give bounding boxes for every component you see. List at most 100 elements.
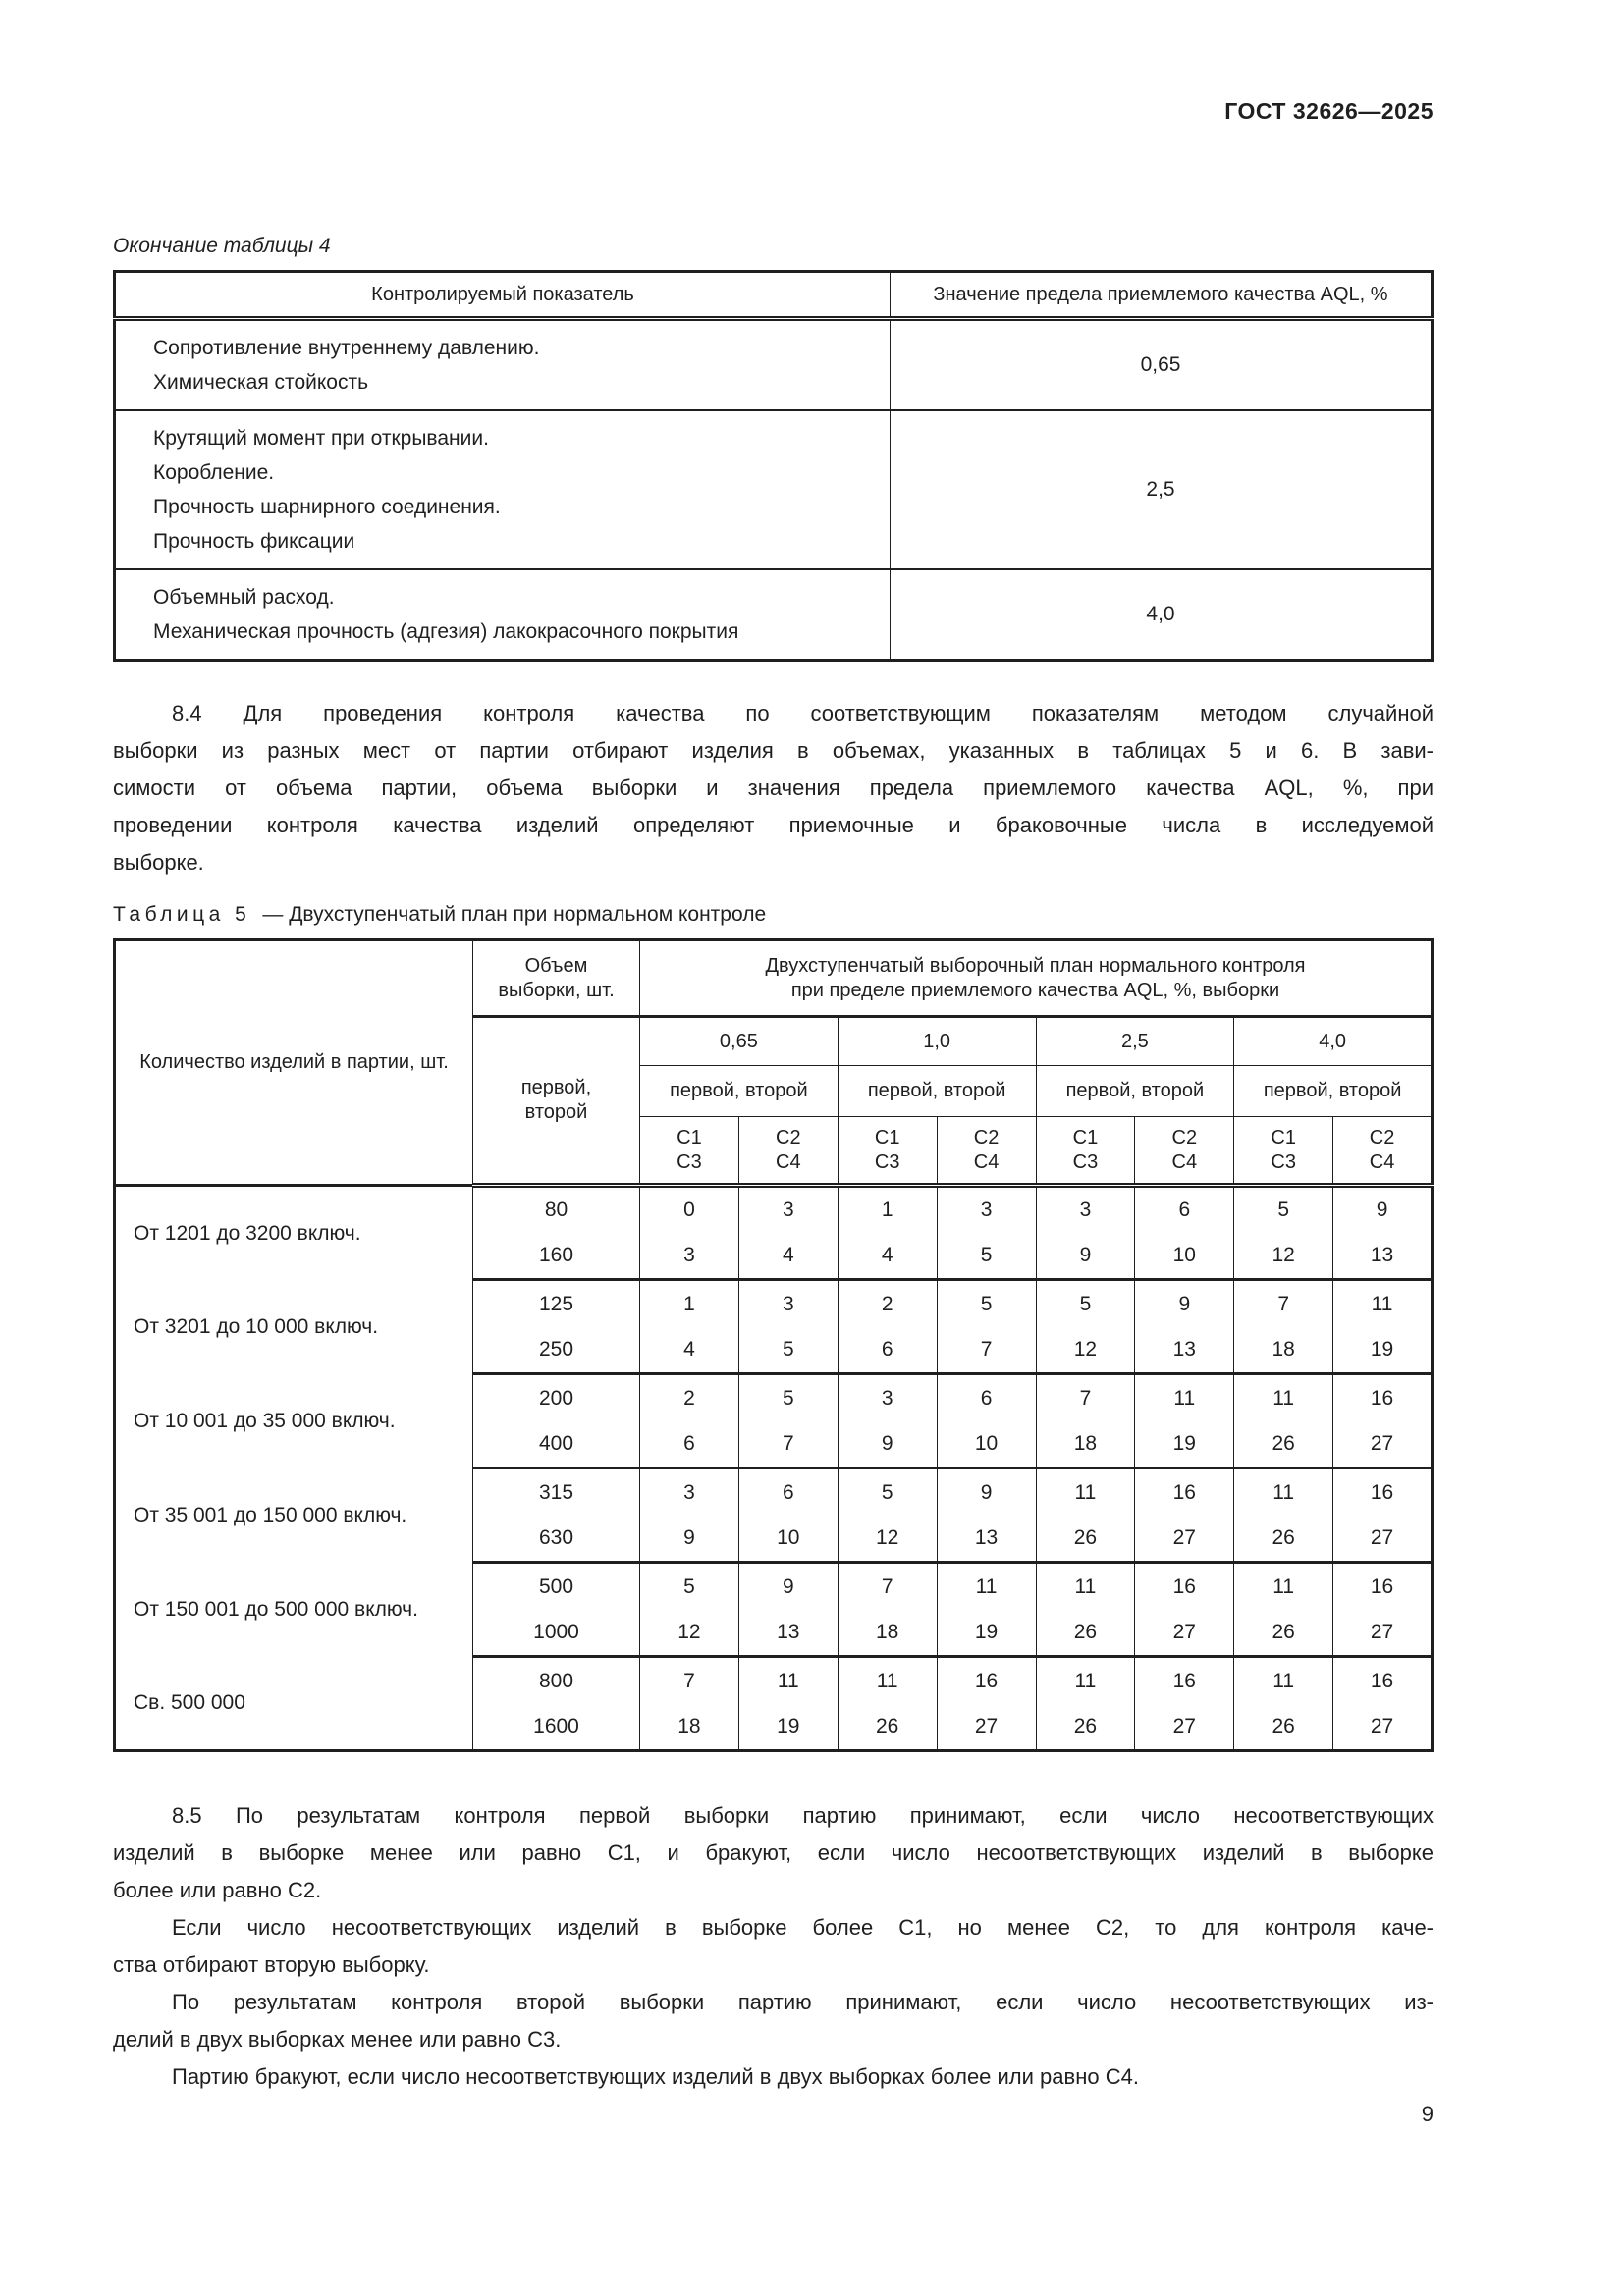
pair-label: первой, второй (1035, 1065, 1235, 1117)
text-line: симости от объема партии, объема выборки… (113, 775, 1434, 800)
plan-value-cell: 16 (1134, 1656, 1235, 1704)
sample-size-cell: 500 (472, 1562, 640, 1610)
batch-range-cell: От 1201 до 3200 включ. (114, 1185, 473, 1280)
sample-size-cell: 400 (472, 1420, 640, 1469)
plan-value-cell: 26 (1233, 1609, 1334, 1658)
plan-value-cell: 13 (936, 1515, 1037, 1564)
paragraph-8-5-2: Если число несоответствующих изделий в в… (113, 1909, 1434, 1984)
plan-value-cell: 13 (1332, 1232, 1433, 1281)
plan-value-cell: 12 (837, 1515, 938, 1564)
text-line: Партию бракуют, если число несоответству… (172, 2064, 1139, 2089)
plan-value-cell: 5 (639, 1562, 739, 1610)
table5-row: От 150 001 до 500 000 включ. 500 5 9 7 11 11 16… (114, 1562, 1433, 1657)
aql-level-065: 0,65 (639, 1016, 839, 1066)
plan-value-cell: 4 (837, 1232, 938, 1281)
c1-c3-header: С1 С3 (837, 1116, 938, 1188)
plan-value-cell: 18 (1035, 1420, 1136, 1469)
plan-value-cell: 26 (837, 1703, 938, 1752)
sample-size-cell: 800 (472, 1656, 640, 1704)
table5-row: От 3201 до 10 000 включ. 125 1 3 2 5 5 9 7 11 (114, 1279, 1433, 1374)
pair-label: первой, второй (1233, 1065, 1433, 1117)
aql-level-25: 2,5 (1035, 1016, 1235, 1066)
plan-value-cell: 3 (1035, 1185, 1136, 1233)
c1-c3-header: С1 С3 (639, 1116, 739, 1188)
table4-col-aql: Значение предела приемлемого качества AQ… (890, 271, 1433, 321)
c3-label: С3 (1271, 1150, 1296, 1173)
plan-value-cell: 3 (737, 1185, 839, 1233)
indicator-line: Крутящий момент при открывании. (153, 427, 489, 450)
sample-size-cell: 80 (472, 1185, 640, 1233)
plan-value-cell: 27 (1332, 1515, 1433, 1564)
sample-size-cell: 1600 (472, 1703, 640, 1752)
table4-row: Объемный расход. Механическая прочность (… (114, 568, 1433, 661)
plan-value-cell: 11 (737, 1656, 839, 1704)
sample-size-cell: 315 (472, 1468, 640, 1516)
text-line: делий в двух выборках менее или равно С3… (113, 2027, 562, 2052)
c1-label: С1 (1271, 1126, 1296, 1148)
table5-row: От 10 001 до 35 000 включ. 200 2 5 3 6 7 11 11 16 (114, 1373, 1433, 1468)
plan-value-cell: 5 (936, 1232, 1037, 1281)
c1-c3-header: С1 С3 (1233, 1116, 1334, 1188)
plan-value-cell: 18 (1233, 1326, 1334, 1375)
c2-label: С2 (1171, 1126, 1198, 1148)
plan-value-cell: 2 (837, 1279, 938, 1327)
aql-level-10: 1,0 (837, 1016, 1037, 1066)
plan-value-cell: 7 (837, 1562, 938, 1610)
plan-value-cell: 16 (1332, 1562, 1433, 1610)
paragraph-8-5-4: Партию бракуют, если число несоответству… (113, 2058, 1434, 2096)
plan-value-cell: 3 (639, 1468, 739, 1516)
plan-value-cell: 5 (837, 1468, 938, 1516)
plan-value-cell: 12 (1233, 1232, 1334, 1281)
table5: Количество изделий в партии, шт. Объем вы… (113, 938, 1434, 1752)
c2-label: С2 (776, 1126, 801, 1148)
plan-value-cell: 27 (1134, 1515, 1235, 1564)
table5-plan-header: Двухступенчатый выборочный план нормальн… (639, 939, 1433, 1018)
sample-size-cell: 200 (472, 1373, 640, 1421)
table5-order-header: первой, второй (472, 1016, 640, 1188)
indicator-line: Объемный расход. (153, 586, 335, 609)
plan-value-cell: 6 (837, 1326, 938, 1375)
plan-value-cell: 9 (936, 1468, 1037, 1516)
plan-value-cell: 26 (1035, 1515, 1136, 1564)
plan-value-cell: 10 (1134, 1232, 1235, 1281)
plan-value-cell: 16 (1134, 1468, 1235, 1516)
plan-value-cell: 11 (1233, 1373, 1334, 1421)
table5-row: 1000 12 13 18 19 26 27 26 27 (115, 1609, 1433, 1658)
sample-size-header-line1: Объем (524, 954, 588, 977)
indicator-line: Сопротивление внутреннему давлению. (153, 337, 540, 359)
plan-value-cell: 6 (1134, 1185, 1235, 1233)
text-line: проведении контроля качества изделий опр… (113, 813, 1434, 837)
plan-value-cell: 10 (737, 1515, 839, 1564)
plan-value-cell: 2 (639, 1373, 739, 1421)
plan-value-cell: 7 (1233, 1279, 1334, 1327)
plan-value-cell: 11 (1233, 1656, 1334, 1704)
c1-label: С1 (677, 1126, 702, 1148)
plan-value-cell: 9 (1035, 1232, 1136, 1281)
plan-value-cell: 11 (1332, 1279, 1433, 1327)
table5-header-row-1: Количество изделий в партии, шт. Объем вы… (114, 939, 1433, 1187)
sample-size-cell: 630 (472, 1515, 640, 1564)
text-line: 8.4 Для проведения контроля качества по … (172, 701, 1434, 725)
plan-value-cell: 26 (1035, 1703, 1136, 1752)
sample-size-cell: 160 (472, 1232, 640, 1281)
plan-value-cell: 7 (936, 1326, 1037, 1375)
c3-label: С3 (874, 1150, 900, 1173)
plan-value-cell: 27 (1134, 1609, 1235, 1658)
table5-row: Св. 500 000 800 7 11 11 16 11 16 11 16 (114, 1656, 1433, 1751)
plan-value-cell: 18 (639, 1703, 739, 1752)
sample-size-cell: 125 (472, 1279, 640, 1327)
table5-header-row-4: С1 С3 С2 С4 С1 С3 С2 С4 С1 С3 С2 С4 С1 С3 С2 С4 (115, 1116, 1433, 1188)
table5-row: 630 9 10 12 13 26 27 26 27 (115, 1515, 1433, 1564)
table4-indicator-cell: Крутящий момент при открывании. Короблени… (114, 409, 891, 570)
table5-caption-title: — Двухступенчатый план при нормальном ко… (262, 903, 767, 926)
table5-row: 400 6 7 9 10 18 19 26 27 (115, 1420, 1433, 1469)
plan-value-cell: 0 (639, 1185, 739, 1233)
document-code: ГОСТ 32626—2025 (1224, 98, 1434, 124)
plan-value-cell: 27 (1332, 1420, 1433, 1469)
plan-value-cell: 7 (639, 1656, 739, 1704)
indicator-line: Прочность шарнирного соединения. (153, 496, 501, 518)
plan-value-cell: 27 (936, 1703, 1037, 1752)
text-line: выборке. (113, 850, 204, 875)
table4-aql-value: 0,65 (890, 317, 1433, 411)
indicator-line: Коробление. (153, 461, 275, 484)
